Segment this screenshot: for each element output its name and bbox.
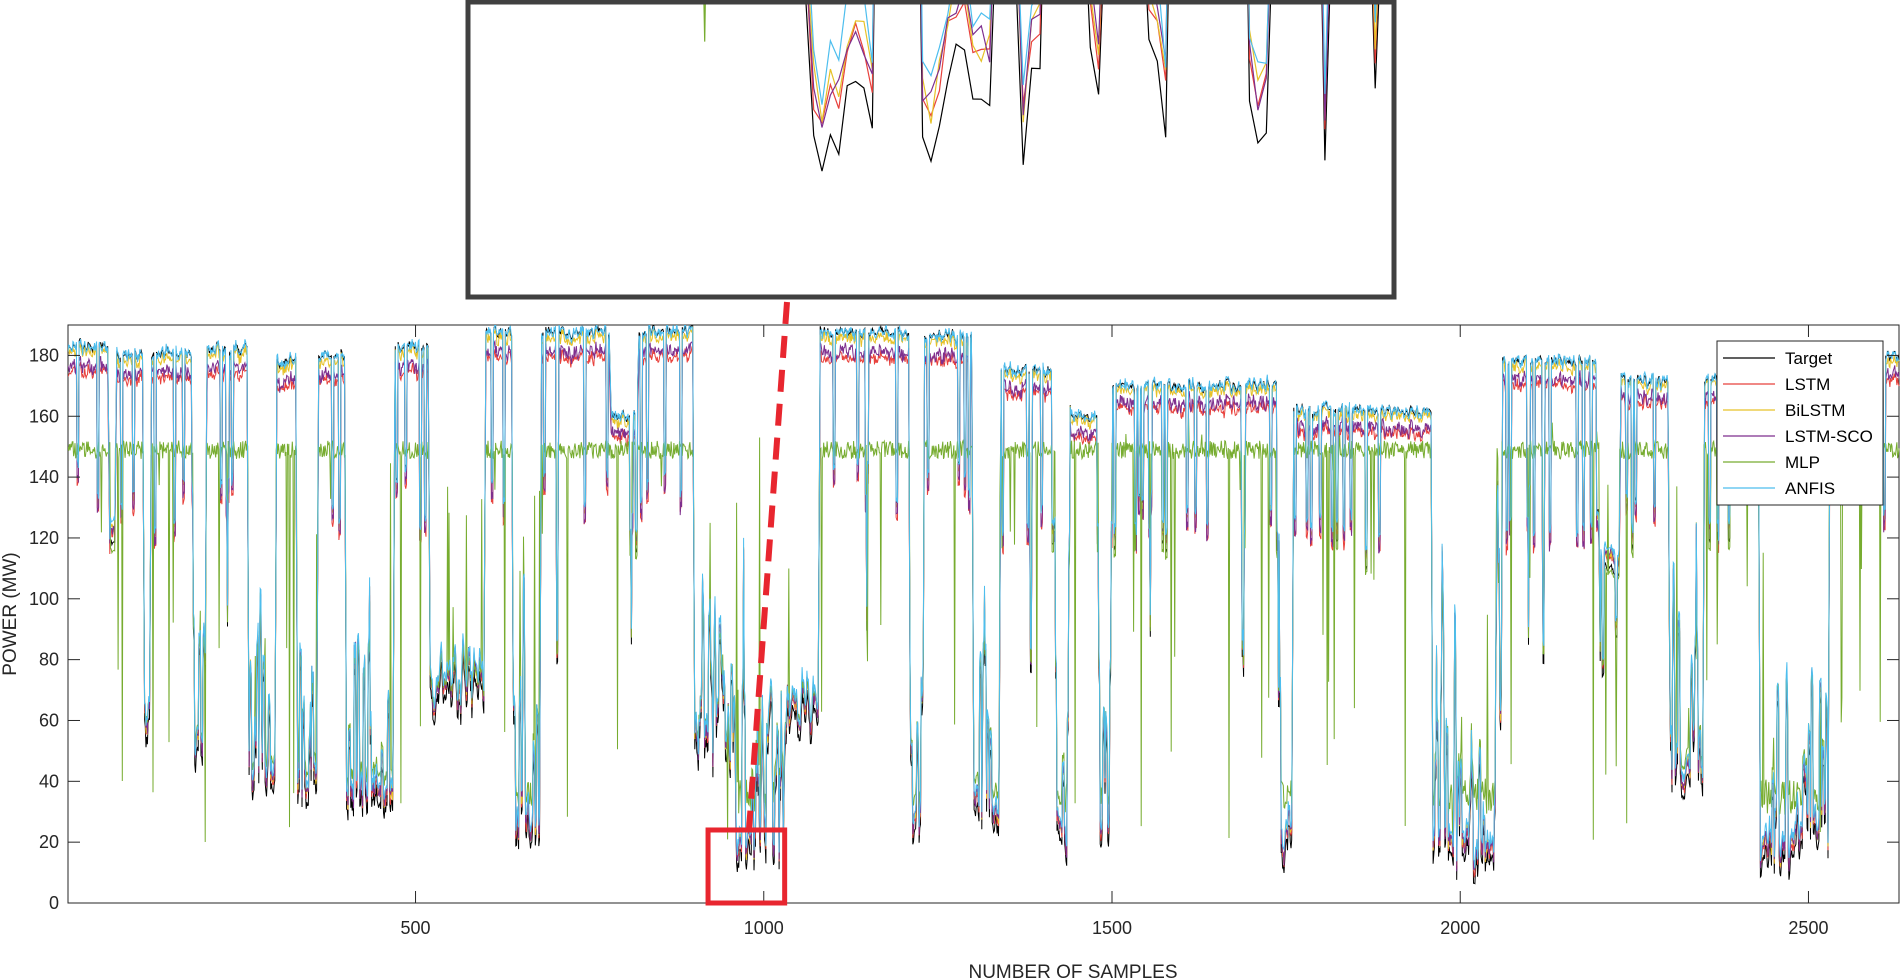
legend-item-lstm: LSTM (1723, 375, 1830, 394)
y-tick-label: 160 (29, 406, 59, 426)
y-axis-label: POWER (MW) (0, 552, 21, 675)
inset-line-target (805, 4, 1380, 172)
plot-frame (67, 324, 1900, 904)
legend-label: Target (1785, 349, 1833, 368)
inset-line-anfis (810, 4, 1377, 105)
legend-item-mlp: MLP (1723, 453, 1820, 472)
legend-label: ANFIS (1785, 479, 1835, 498)
zoom-connector-line (746, 301, 790, 831)
y-tick-label: 40 (39, 771, 59, 791)
series-line-anfis (68, 325, 1900, 869)
series-layer (68, 325, 1900, 885)
y-tick-label: 60 (39, 710, 59, 730)
y-tick-label: 80 (39, 650, 59, 670)
legend-item-bilstm: BiLSTM (1723, 401, 1845, 420)
x-tick-label: 1500 (1092, 918, 1132, 938)
legend: Target LSTM BiLSTM LSTM-SCO MLP ANFIS (1716, 340, 1884, 506)
inset-line-lstm-sco (807, 4, 1377, 128)
zoom-rect (705, 827, 788, 906)
x-tick-label: 2500 (1788, 918, 1828, 938)
x-axis-label: NUMBER OF SAMPLES (968, 962, 1177, 980)
zoom-region-box (705, 827, 788, 906)
y-tick-label: 100 (29, 589, 59, 609)
y-tick-label: 120 (29, 528, 59, 548)
y-tick-label: 180 (29, 345, 59, 365)
x-tick-label: 1000 (744, 918, 784, 938)
y-tick-label: 140 (29, 467, 59, 487)
legend-label: BiLSTM (1785, 401, 1845, 420)
legend-box (1716, 340, 1884, 506)
y-tick-label: 0 (49, 893, 59, 913)
main-plot-area: 500 1000 1500 2000 2500 0 20 40 60 80 100 120 140 160… (29, 324, 1900, 938)
legend-item-anfis: ANFIS (1723, 479, 1835, 498)
x-tick-label: 2000 (1440, 918, 1480, 938)
legend-label: LSTM (1785, 375, 1830, 394)
inset-series-layer (703, 4, 1380, 172)
inset-frame (465, 0, 1397, 300)
legend-item-lstm-sco: LSTM-SCO (1723, 427, 1873, 446)
legend-item-target: Target (1723, 349, 1833, 368)
zoom-inset (465, 0, 1397, 300)
tick-layer: 500 1000 1500 2000 2500 0 20 40 60 80 100 120 140 160… (29, 325, 1899, 938)
x-tick-label: 500 (401, 918, 431, 938)
legend-label: LSTM-SCO (1785, 427, 1873, 446)
y-tick-label: 20 (39, 832, 59, 852)
legend-label: MLP (1785, 453, 1820, 472)
